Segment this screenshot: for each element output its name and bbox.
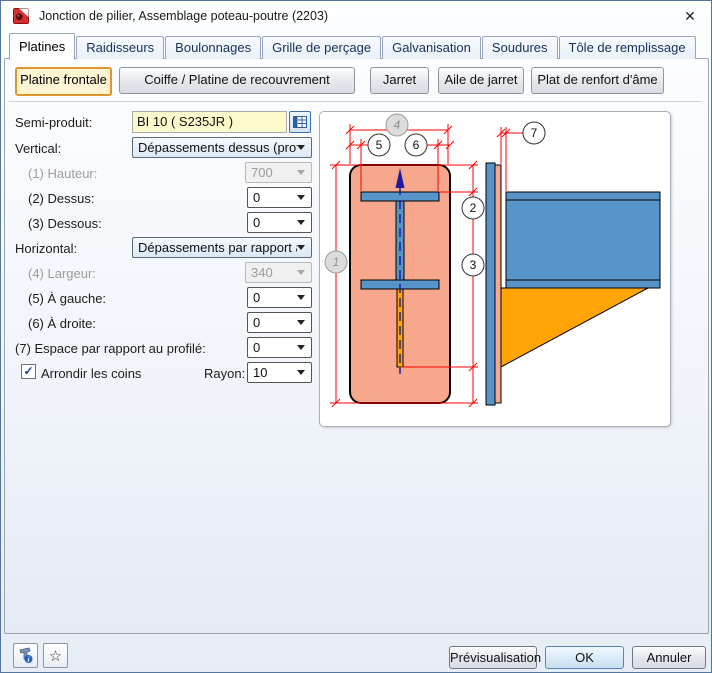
horizontal-dropdown-value: Dépassements par rapport au <box>138 240 297 255</box>
tab-grille-de-percage[interactable]: Grille de perçage <box>262 36 382 59</box>
a-droite-dropdown[interactable]: 0 <box>247 312 312 333</box>
cancel-button[interactable]: Annuler <box>632 646 706 669</box>
chevron-down-icon <box>297 170 305 175</box>
info-3d-icon: i <box>19 647 33 664</box>
chevron-down-icon <box>297 245 305 250</box>
callout-3 <box>461 253 485 277</box>
hauteur-dropdown: 700 <box>245 162 312 183</box>
title-bar: Jonction de pilier, Assemblage poteau-po… <box>1 1 711 31</box>
espace-dropdown[interactable]: 0 <box>247 337 312 358</box>
coiffe-platine-recouvrement-button[interactable]: Coiffe / Platine de recouvrement <box>119 67 355 94</box>
hauteur-label: (1) Hauteur: <box>28 166 98 181</box>
dessous-label: (3) Dessous: <box>28 216 102 231</box>
chevron-down-icon <box>297 270 305 275</box>
largeur-label: (4) Largeur: <box>28 266 96 281</box>
callout-5-label: 5 <box>376 138 383 152</box>
plat-de-renfort-ame-button[interactable]: Plat de renfort d'âme <box>531 67 664 94</box>
tab-strip: Platines Raidisseurs Boulonnages Grille … <box>9 33 697 60</box>
browse-table-button[interactable] <box>289 111 311 133</box>
aile-de-jarret-button[interactable]: Aile de jarret <box>438 67 524 94</box>
chevron-down-icon <box>297 195 305 200</box>
beam-side <box>505 191 661 289</box>
dessous-dropdown[interactable]: 0 <box>247 212 312 233</box>
chevron-down-icon <box>297 345 305 350</box>
callout-7-label: 7 <box>531 126 538 140</box>
a-gauche-label: (5) À gauche: <box>28 291 107 306</box>
largeur-dropdown: 340 <box>245 262 312 283</box>
rayon-dropdown[interactable]: 10 <box>247 362 312 383</box>
semi-produit-input[interactable]: BI 10 ( S235JR ) <box>132 111 287 133</box>
rayon-label: Rayon: <box>204 366 246 381</box>
chevron-down-icon <box>297 145 305 150</box>
a-droite-value: 0 <box>253 315 261 330</box>
arrondir-label: Arrondir les coins <box>41 366 142 381</box>
horizontal-dropdown[interactable]: Dépassements par rapport au <box>132 237 312 258</box>
callout-6 <box>404 133 428 157</box>
dessus-label: (2) Dessus: <box>28 191 95 206</box>
tab-platines[interactable]: Platines <box>9 33 76 60</box>
rayon-value: 10 <box>253 365 268 380</box>
tab-tole-de-remplissage[interactable]: Tôle de remplissage <box>558 36 696 59</box>
plate-preview-panel: 4 5 6 1 2 3 7 <box>319 111 671 427</box>
tab-boulonnages[interactable]: Boulonnages <box>165 36 262 59</box>
plate-preview-drawing: 4 5 6 1 2 3 7 <box>324 113 661 408</box>
chevron-down-icon <box>297 370 305 375</box>
tab-galvanisation[interactable]: Galvanisation <box>382 36 481 59</box>
callout-4-label: 4 <box>394 118 401 132</box>
chevron-down-icon <box>297 295 305 300</box>
app-icon <box>13 8 29 24</box>
horizontal-label: Horizontal: <box>15 241 78 256</box>
a-gauche-dropdown[interactable]: 0 <box>247 287 312 308</box>
callout-7 <box>522 121 546 145</box>
dessus-dropdown[interactable]: 0 <box>247 187 312 208</box>
semi-produit-label: Semi-produit: <box>15 115 93 130</box>
jarret-button[interactable]: Jarret <box>370 67 429 94</box>
vertical-dropdown[interactable]: Dépassements dessus (profilé <box>132 137 312 158</box>
chevron-down-icon <box>297 220 305 225</box>
espace-value: 0 <box>253 340 261 355</box>
haunch-triangle <box>500 287 649 368</box>
a-gauche-value: 0 <box>253 290 261 305</box>
end-plate-side <box>494 164 502 404</box>
dimension-callouts: 4 5 6 1 2 3 7 <box>324 113 546 277</box>
checkbox-check-icon: ✓ <box>23 364 34 378</box>
close-button[interactable]: ✕ <box>684 8 696 24</box>
joint-info-button[interactable]: i <box>13 643 38 668</box>
window-title: Jonction de pilier, Assemblage poteau-po… <box>39 9 329 23</box>
callout-5 <box>367 133 391 157</box>
a-droite-label: (6) À droite: <box>28 316 96 331</box>
preview-button[interactable]: Prévisualisation <box>449 646 541 669</box>
largeur-value: 340 <box>251 265 273 280</box>
ok-button[interactable]: OK <box>545 646 624 669</box>
tab-soudures[interactable]: Soudures <box>481 36 558 59</box>
callout-2 <box>461 196 485 220</box>
callout-4-disabled <box>385 113 409 137</box>
dessous-value: 0 <box>253 215 261 230</box>
star-icon: ☆ <box>48 647 63 665</box>
chevron-down-icon <box>297 320 305 325</box>
table-browse-icon <box>293 116 307 128</box>
hauteur-value: 700 <box>251 165 273 180</box>
callout-2-label: 2 <box>470 201 477 215</box>
separator <box>9 101 701 102</box>
arrondir-checkbox[interactable]: ✓ <box>21 364 36 379</box>
column-web <box>395 200 405 281</box>
svg-text:i: i <box>28 657 31 664</box>
vertical-dropdown-value: Dépassements dessus (profilé <box>138 140 297 155</box>
callout-3-label: 3 <box>470 258 477 272</box>
callout-6-label: 6 <box>413 138 420 152</box>
favorite-button[interactable]: ☆ <box>43 643 68 668</box>
vertical-label: Vertical: <box>15 141 62 156</box>
espace-label: (7) Espace par rapport au profilé: <box>15 341 206 356</box>
platine-frontale-button[interactable]: Platine frontale <box>15 67 112 96</box>
callout-1-disabled <box>324 250 348 274</box>
tab-raidisseurs[interactable]: Raidisseurs <box>76 36 165 59</box>
column-flange-side <box>485 162 496 406</box>
centerline-arrow-icon <box>395 168 405 188</box>
callout-1-label: 1 <box>333 255 340 269</box>
dessus-value: 0 <box>253 190 261 205</box>
